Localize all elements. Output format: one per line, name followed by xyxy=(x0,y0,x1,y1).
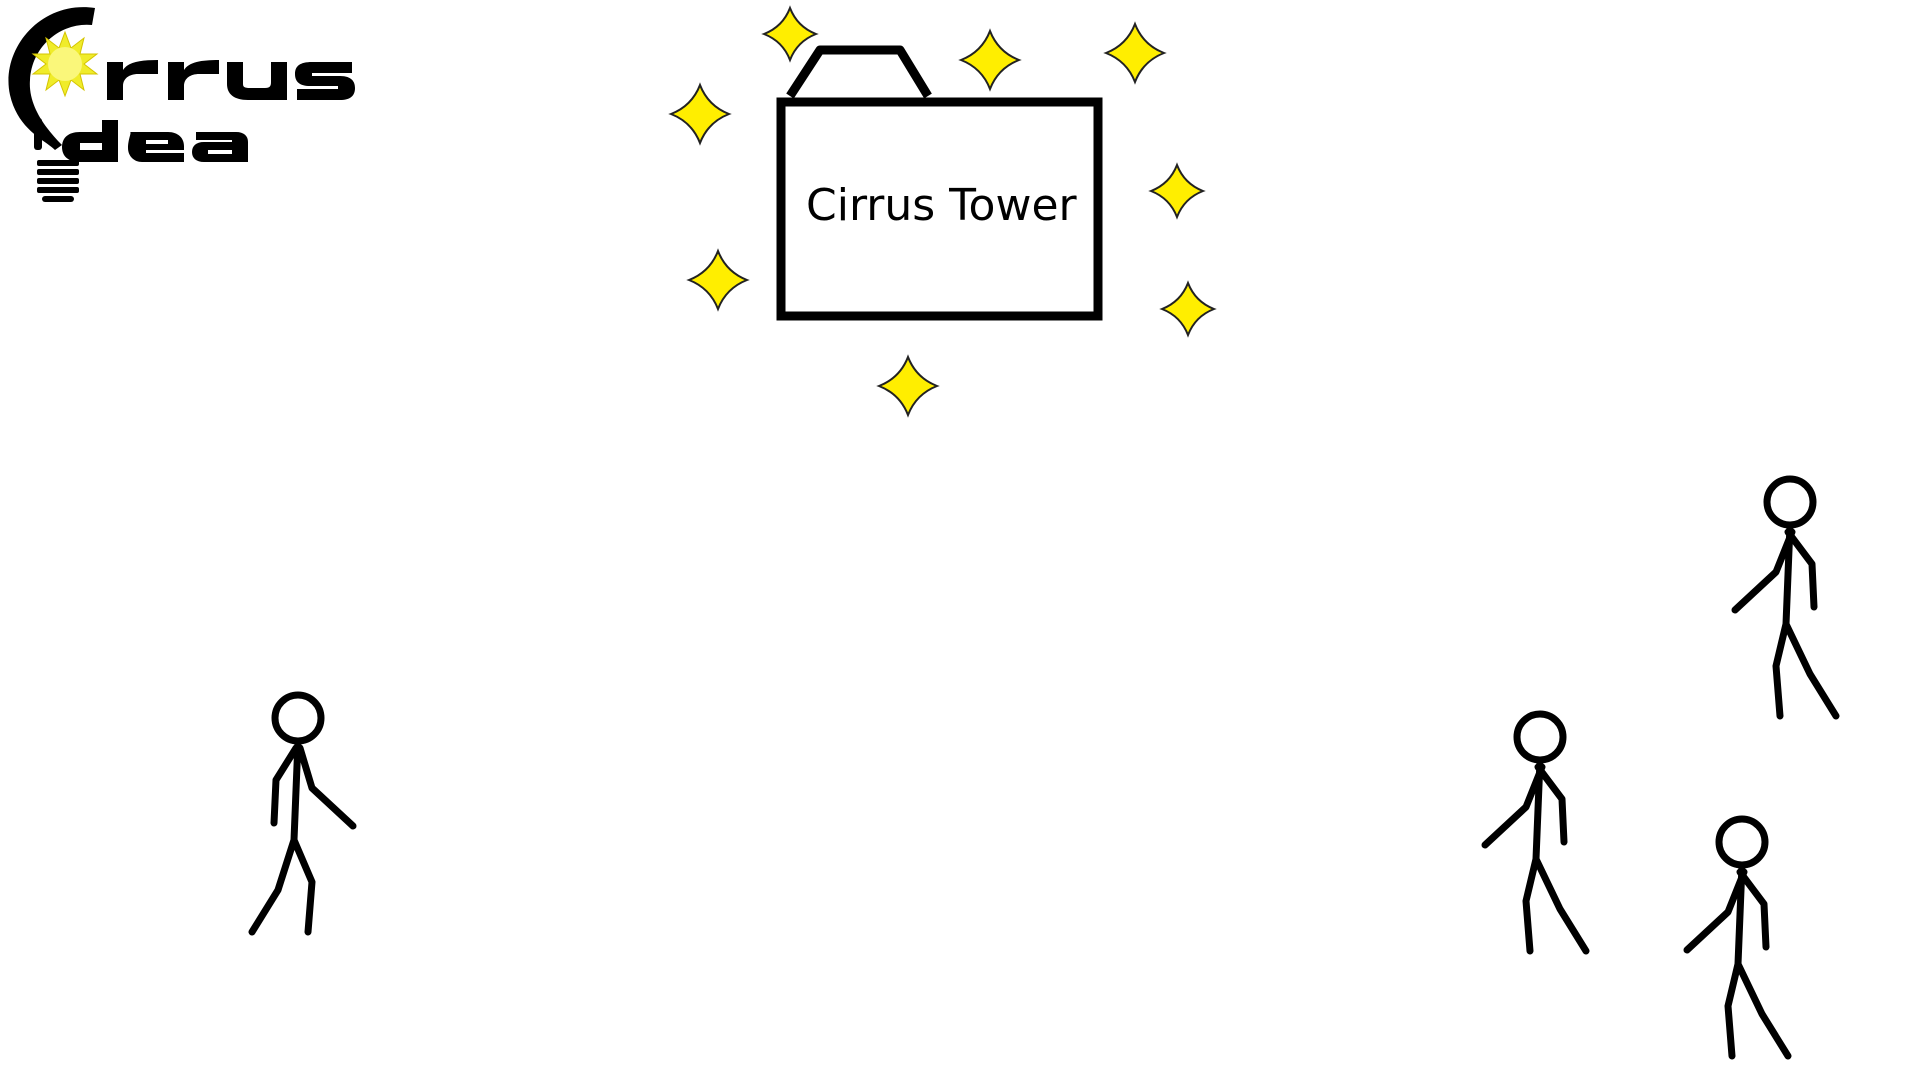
folder-body xyxy=(776,97,1103,321)
sparkle-star-icon xyxy=(686,248,750,312)
logo-lightbulb-base xyxy=(34,118,79,202)
stick-figure-icon xyxy=(1731,475,1840,720)
sparkle-group xyxy=(668,5,1217,418)
people-group xyxy=(248,475,1840,1060)
sparkle-star-icon xyxy=(668,82,732,146)
stick-figure-icon xyxy=(1683,815,1792,1060)
sparkle-star-icon xyxy=(1159,280,1217,338)
cirrus-tower-folder[interactable]: Cirrus Tower xyxy=(776,45,1103,321)
logo-rrus-letters xyxy=(107,60,355,100)
logo-dea-letters xyxy=(62,120,248,162)
cirrus-idea-logo xyxy=(8,7,355,202)
sparkle-star-icon xyxy=(958,28,1022,92)
sparkle-star-icon xyxy=(876,354,940,418)
stick-figure-icon xyxy=(1481,710,1590,955)
sparkle-star-icon xyxy=(1148,162,1206,220)
logo-sun-icon xyxy=(31,30,99,98)
cirrus-tower-label: Cirrus Tower xyxy=(806,180,1078,231)
folder-tab xyxy=(786,45,932,99)
stick-figure-icon xyxy=(248,691,357,936)
sparkle-star-icon xyxy=(1103,21,1167,85)
sparkle-star-icon xyxy=(761,5,819,63)
folder-icon xyxy=(776,45,1103,321)
logo-crescent-c xyxy=(8,7,95,150)
